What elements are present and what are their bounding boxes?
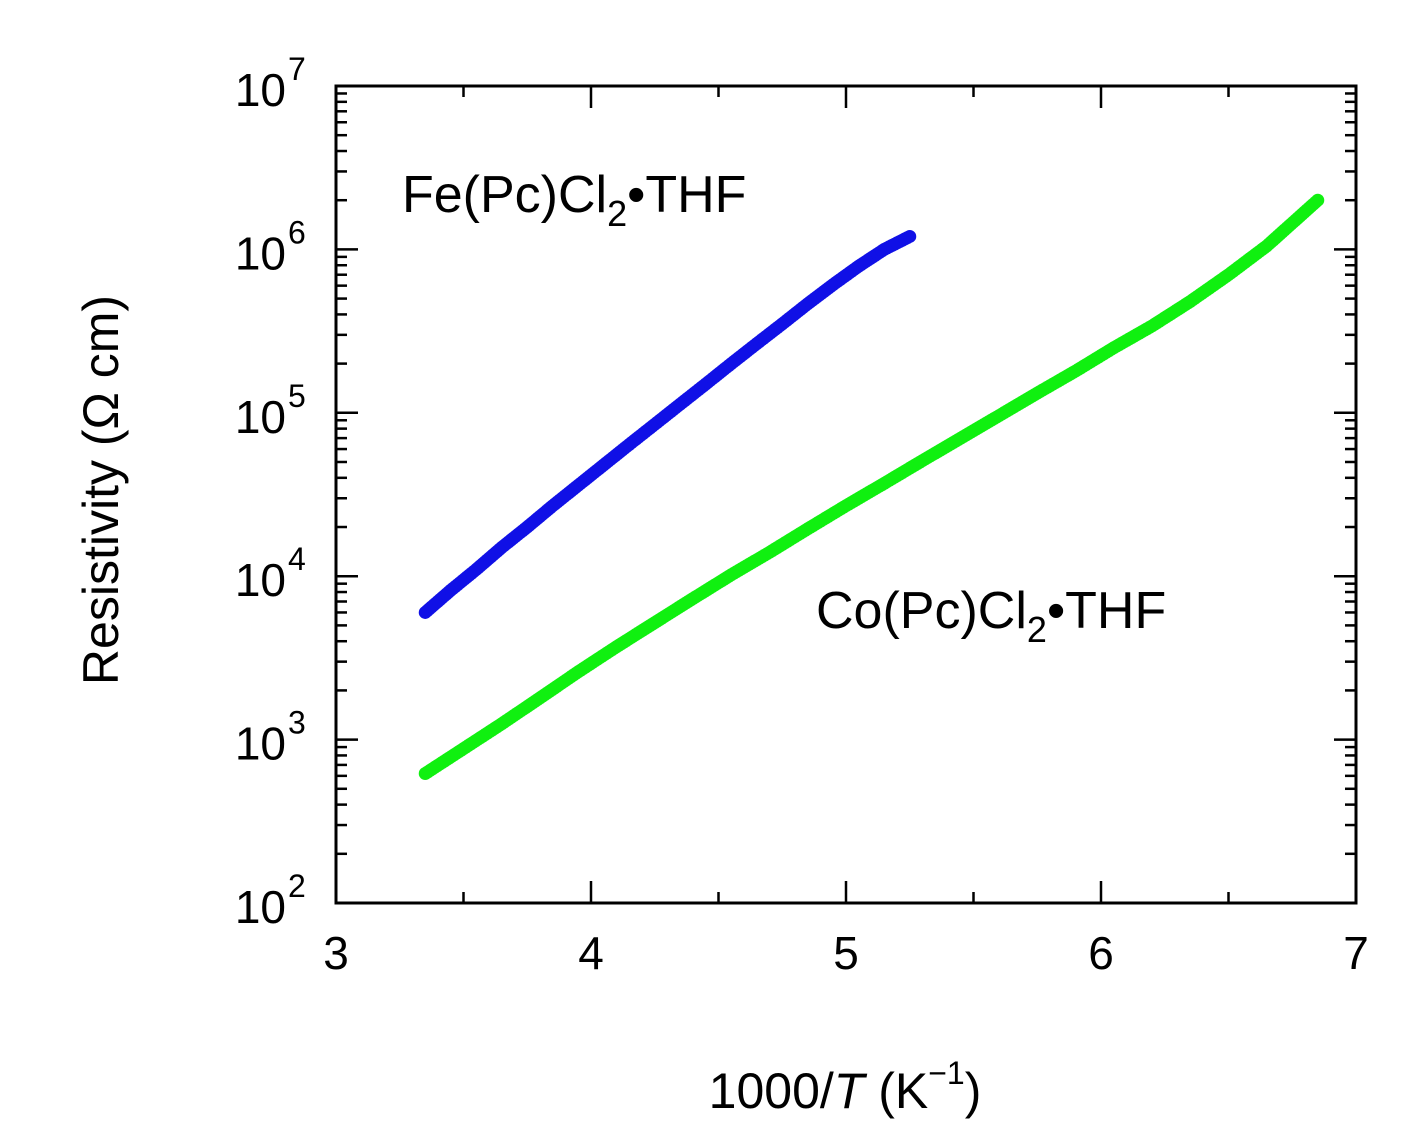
y-tick-exponent: 3 (288, 705, 306, 741)
y-tick-label: 10 (235, 881, 286, 933)
series-label-main: Fe(Pc)Cl (402, 166, 607, 224)
y-tick-label: 10 (235, 227, 286, 279)
x-tick-labels: 3 4 5 6 7 (323, 927, 1369, 979)
series-label-suffix: •THF (1047, 582, 1166, 640)
y-tick-exponent: 4 (288, 541, 306, 577)
y-tick-base: 10 (235, 227, 286, 279)
y-tick-exponent: 6 (288, 214, 306, 250)
y-tick-base: 10 (235, 391, 286, 443)
y-tick-label: 10 (235, 718, 286, 770)
x-axis-title-end: ) (965, 1063, 982, 1119)
y-tick-label: 10 (235, 554, 286, 606)
y-tick-exponent: 5 (288, 378, 306, 414)
y-tick-label: 10 (235, 64, 286, 116)
series-label-subscript: 2 (1027, 609, 1047, 650)
y-tick-base: 10 (235, 718, 286, 770)
y-tick-base: 10 (235, 881, 286, 933)
series-co (418, 193, 1325, 781)
series-label-fe: Fe(Pc)Cl2•THF (402, 166, 746, 234)
x-tick-label: 5 (833, 927, 859, 979)
series-fe (418, 229, 917, 619)
series-label-co: Co(Pc)Cl2•THF (816, 582, 1166, 650)
y-axis-title: Resistivity (Ω cm) (73, 295, 129, 685)
x-tick-label: 6 (1088, 927, 1114, 979)
y-tick-label: 10 (235, 391, 286, 443)
y-tick-exponent: 7 (288, 51, 306, 87)
y-tick-base: 10 (235, 64, 286, 116)
y-tick-base: 10 (235, 554, 286, 606)
data-point (903, 229, 917, 243)
series-label-suffix: •THF (627, 166, 746, 224)
x-tick-label: 4 (578, 927, 604, 979)
x-axis-title-italic: T (834, 1063, 868, 1119)
x-axis-title-post: (K (864, 1063, 928, 1119)
y-tick-exponent: 2 (288, 868, 306, 904)
series-layer (418, 193, 1325, 781)
series-label-subscript: 2 (607, 193, 627, 234)
data-point (1311, 193, 1325, 207)
x-tick-label: 7 (1343, 927, 1369, 979)
major-ticks (334, 84, 1358, 905)
series-label-main: Co(Pc)Cl (816, 582, 1027, 640)
x-axis-title-pre: 1000/ (709, 1063, 834, 1119)
x-axis-title-sup: −1 (928, 1055, 964, 1091)
x-tick-label: 3 (323, 927, 349, 979)
minor-ticks (336, 86, 1356, 903)
x-axis-title: 1000/T (K−1) (709, 1055, 982, 1119)
